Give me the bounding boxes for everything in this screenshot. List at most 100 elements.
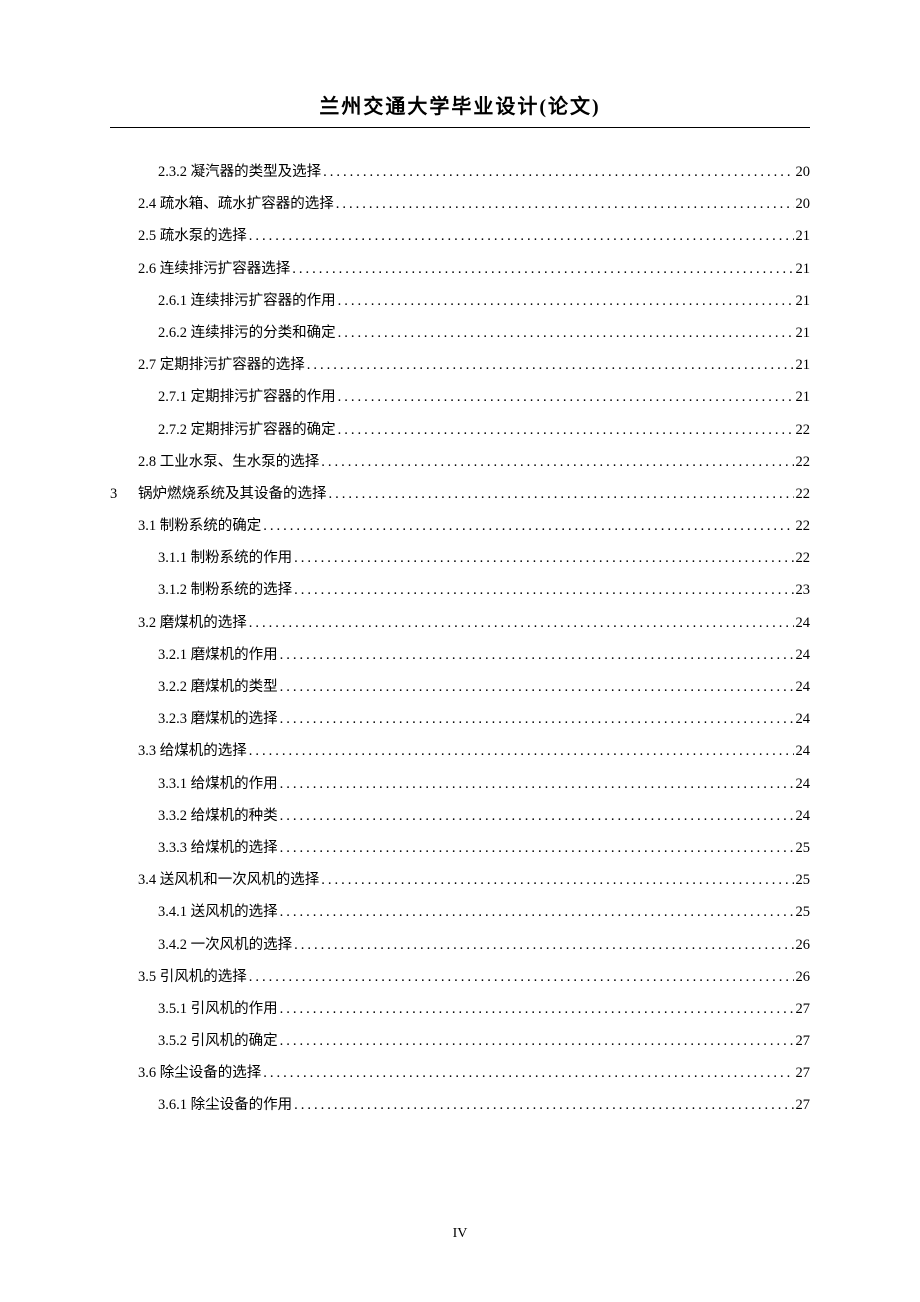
toc-label: 3.1.2 制粉系统的选择: [158, 574, 292, 606]
toc-leader-dots: [280, 800, 794, 832]
toc-label: 2.8 工业水泵、生水泵的选择: [138, 446, 319, 478]
toc-label: 3.4.1 送风机的选择: [158, 896, 278, 928]
toc-label: 3.3 给煤机的选择: [138, 735, 247, 767]
toc-leader-dots: [263, 1057, 793, 1089]
toc-leader-dots: [280, 639, 794, 671]
toc-label: 3.6 除尘设备的选择: [138, 1057, 261, 1089]
toc-entry: 3.1.1 制粉系统的作用 22: [110, 542, 810, 574]
toc-leader-dots: [280, 993, 794, 1025]
toc-page-number: 20: [796, 188, 811, 220]
toc-leader-dots: [280, 768, 794, 800]
toc-entry: 3.6.1 除尘设备的作用 27: [110, 1089, 810, 1121]
toc-leader-dots: [338, 317, 794, 349]
toc-label: 3.2 磨煤机的选择: [138, 607, 247, 639]
toc-entry: 2.4 疏水箱、疏水扩容器的选择 20: [110, 188, 810, 220]
toc-label: 3.1.1 制粉系统的作用: [158, 542, 292, 574]
toc-label: 2.6.2 连续排污的分类和确定: [158, 317, 336, 349]
toc-page-number: 22: [796, 542, 811, 574]
toc-entry: 3.4.1 送风机的选择 25: [110, 896, 810, 928]
toc-entry: 3.5.1 引风机的作用 27: [110, 993, 810, 1025]
toc-entry: 3锅炉燃烧系统及其设备的选择22: [110, 478, 810, 510]
toc-entry: 2.8 工业水泵、生水泵的选择 22: [110, 446, 810, 478]
toc-leader-dots: [280, 1025, 794, 1057]
toc-entry: 3.2.1 磨煤机的作用 24: [110, 639, 810, 671]
toc-entry: 2.3.2 凝汽器的类型及选择20: [110, 156, 810, 188]
toc-leader-dots: [249, 220, 794, 252]
toc-page-number: 22: [796, 478, 811, 510]
toc-page-number: 27: [796, 1089, 811, 1121]
toc-label: 2.7.1 定期排污扩容器的作用: [158, 381, 336, 413]
toc-leader-dots: [249, 961, 794, 993]
toc-label: 3.5.1 引风机的作用: [158, 993, 278, 1025]
toc-label: 3.3.3 给煤机的选择: [158, 832, 278, 864]
toc-entry: 2.7.2 定期排污扩容器的确定22: [110, 414, 810, 446]
toc-entry: 3.5.2 引风机的确定 27: [110, 1025, 810, 1057]
toc-page-number: 25: [796, 896, 811, 928]
toc-page-number: 22: [796, 414, 811, 446]
toc-entry: 3.3 给煤机的选择 24: [110, 735, 810, 767]
toc-leader-dots: [294, 574, 793, 606]
toc-entry: 3.3.1 给煤机的作用 24: [110, 768, 810, 800]
toc-entry: 3.2.3 磨煤机的选择 24: [110, 703, 810, 735]
toc-label: 3.1 制粉系统的确定: [138, 510, 261, 542]
toc-entry: 3.6 除尘设备的选择 27: [110, 1057, 810, 1089]
toc-entry: 2.6.1 连续排污扩容器的作用21: [110, 285, 810, 317]
toc-leader-dots: [321, 864, 793, 896]
toc-leader-dots: [294, 929, 793, 961]
toc-page-number: 24: [796, 703, 811, 735]
toc-leader-dots: [280, 896, 794, 928]
toc-chapter-number: 3: [110, 478, 138, 510]
toc-label: 3.3.2 给煤机的种类: [158, 800, 278, 832]
toc-entry: 2.7.1 定期排污扩容器的作用 21: [110, 381, 810, 413]
toc-leader-dots: [338, 381, 794, 413]
toc-page-number: 24: [796, 800, 811, 832]
toc-page-number: 25: [796, 864, 811, 896]
toc-entry: 2.6 连续排污扩容器选择 21: [110, 253, 810, 285]
toc-label: 3.5.2 引风机的确定: [158, 1025, 278, 1057]
toc-entry: 3.2.2 磨煤机的类型 24: [110, 671, 810, 703]
toc-entry: 3.2 磨煤机的选择 24: [110, 607, 810, 639]
toc-leader-dots: [338, 414, 794, 446]
toc-page-number: 20: [796, 156, 811, 188]
toc-page-number: 27: [796, 1025, 811, 1057]
toc-page-number: 25: [796, 832, 811, 864]
toc-leader-dots: [294, 1089, 793, 1121]
toc-page-number: 24: [796, 671, 811, 703]
toc-page-number: 27: [796, 993, 811, 1025]
toc-entry: 2.5 疏水泵的选择 21: [110, 220, 810, 252]
toc-label: 3.2.3 磨煤机的选择: [158, 703, 278, 735]
toc-page-number: 26: [796, 961, 811, 993]
toc-page-number: 21: [796, 220, 811, 252]
toc-entry: 3.1.2 制粉系统的选择 23: [110, 574, 810, 606]
toc-label: 3.2.1 磨煤机的作用: [158, 639, 278, 671]
header-divider: [110, 127, 810, 128]
toc-leader-dots: [294, 542, 793, 574]
toc-page-number: 21: [796, 317, 811, 349]
toc-leader-dots: [307, 349, 794, 381]
toc-page-number: 23: [796, 574, 811, 606]
toc-page-number: 24: [796, 735, 811, 767]
toc-page-number: 26: [796, 929, 811, 961]
toc-page-number: 24: [796, 768, 811, 800]
toc-page-number: 24: [796, 639, 811, 671]
toc-leader-dots: [280, 671, 794, 703]
toc-page-number: 22: [796, 446, 811, 478]
toc-page-number: 27: [796, 1057, 811, 1089]
toc-label: 2.6 连续排污扩容器选择: [138, 253, 290, 285]
toc-entry: 2.6.2 连续排污的分类和确定 21: [110, 317, 810, 349]
toc-label: 3.3.1 给煤机的作用: [158, 768, 278, 800]
page-number: IV: [0, 1226, 920, 1242]
toc-page-number: 21: [796, 381, 811, 413]
toc-leader-dots: [323, 156, 793, 188]
toc-page-number: 21: [796, 253, 811, 285]
toc-label: 3.6.1 除尘设备的作用: [158, 1089, 292, 1121]
toc-page-number: 21: [796, 349, 811, 381]
toc-leader-dots: [249, 735, 794, 767]
toc-label: 2.4 疏水箱、疏水扩容器的选择: [138, 188, 334, 220]
toc-label: 3.4 送风机和一次风机的选择: [138, 864, 319, 896]
toc-entry: 2.7 定期排污扩容器的选择 21: [110, 349, 810, 381]
toc-label: 3.4.2 一次风机的选择: [158, 929, 292, 961]
toc-label: 3.2.2 磨煤机的类型: [158, 671, 278, 703]
toc-label: 3.5 引风机的选择: [138, 961, 247, 993]
toc-label: 2.5 疏水泵的选择: [138, 220, 247, 252]
